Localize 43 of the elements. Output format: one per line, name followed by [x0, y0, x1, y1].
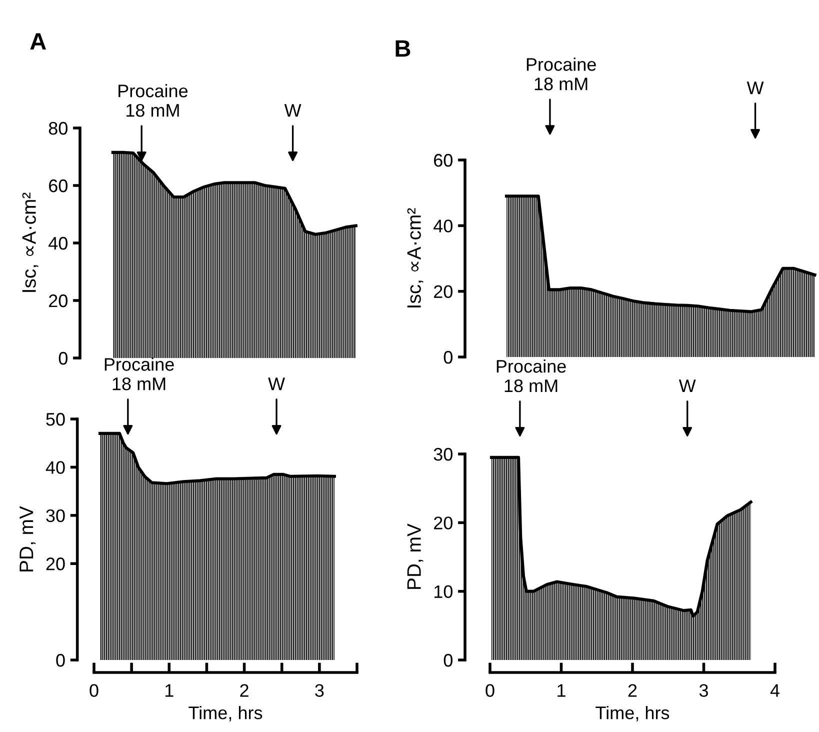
- x-axis-title: Time, hrs: [596, 706, 670, 722]
- y-tick-label: 40: [434, 220, 452, 232]
- text: Procaine 18 mM: [526, 58, 596, 90]
- y-tick-label: 10: [434, 585, 452, 598]
- x-tick-label: 2: [240, 684, 248, 697]
- x-tick-label: 1: [166, 684, 174, 697]
- x-tick-label: 4: [770, 684, 780, 697]
- text: W: [746, 82, 764, 94]
- y-tick-label: 30: [46, 509, 65, 522]
- y-tick-label: 40: [48, 236, 68, 250]
- y-tick-label: 20: [434, 516, 452, 530]
- y-tick-label: 20: [49, 294, 68, 308]
- y-axis-title: Isc, ∝A·cm²: [22, 192, 38, 292]
- x-tick-label: 3: [699, 684, 708, 697]
- y-tick-label: 50: [46, 412, 65, 426]
- y-tick-label: 0: [444, 350, 452, 364]
- x-tick-label: 0: [486, 684, 494, 697]
- y-axis-title: PD, mV: [20, 506, 36, 572]
- y-tick-label: 40: [46, 461, 65, 474]
- y-tick-label: 80: [48, 122, 68, 135]
- text: W: [284, 104, 302, 117]
- x-tick-label: 3: [315, 684, 324, 697]
- y-tick-label: 20: [434, 285, 452, 298]
- text: W: [268, 378, 285, 390]
- x-tick-label: 2: [628, 684, 637, 697]
- y-axis-title: PD, mV: [407, 524, 424, 589]
- y-axis-title: Isc, ∝A·cm²: [407, 208, 424, 308]
- x-tick-label: 0: [90, 684, 98, 697]
- annotation: Procaine 18 mM: [104, 358, 174, 390]
- chart-title: B: [396, 40, 410, 57]
- y-tick-label: 30: [434, 448, 452, 461]
- y-tick-label: 60: [434, 154, 452, 167]
- y-tick-label: 0: [56, 654, 65, 667]
- chart-title: A: [30, 33, 46, 50]
- text: W: [678, 380, 696, 392]
- text: Procaine 18 mM: [496, 359, 566, 392]
- y-tick-label: 0: [444, 654, 452, 667]
- x-axis-title: Time, hrs: [188, 706, 262, 722]
- text: Procaine 18 mM: [118, 84, 188, 117]
- x-tick-label: 1: [558, 684, 566, 697]
- y-tick-label: 0: [58, 352, 68, 365]
- y-tick-label: 20: [46, 558, 65, 570]
- y-tick-label: 60: [49, 179, 68, 192]
